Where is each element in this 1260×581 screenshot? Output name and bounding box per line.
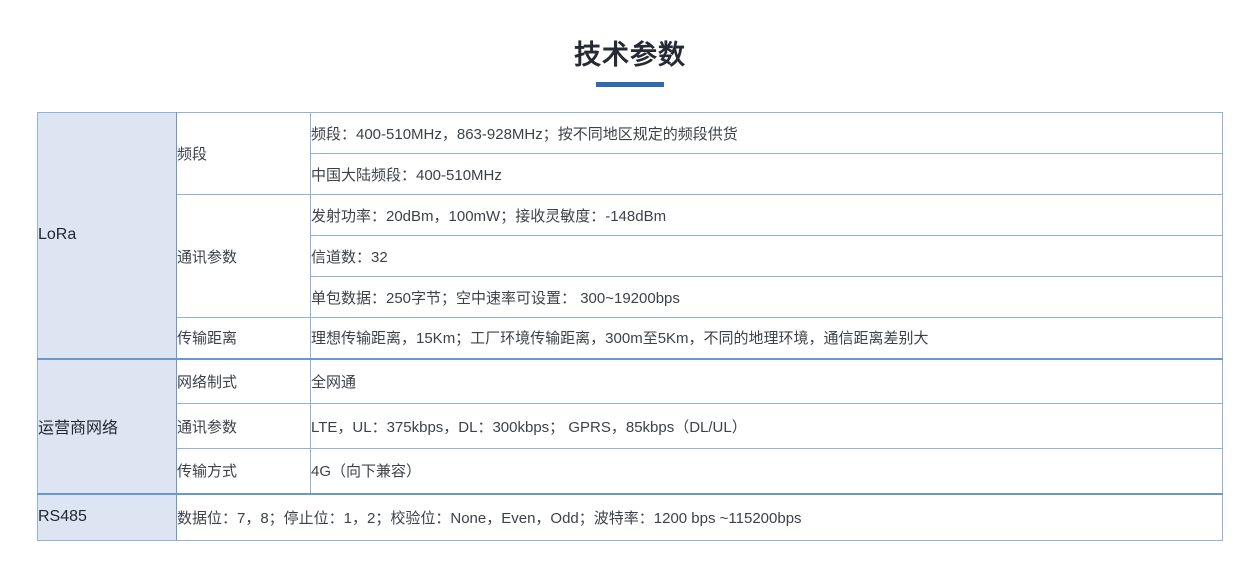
value-lte-speeds: LTE，UL：375kbps，DL：300kbps； GPRS，85kbps（D… (310, 403, 1223, 449)
table-row: RS485 数据位：7，8；停止位：1，2；校验位：None，Even，Odd；… (37, 492, 1223, 541)
title-block: 技术参数 (0, 40, 1260, 87)
value-distance: 理想传输距离，15Km；工厂环境传输距离，300m至5Km，不同的地理环境，通信… (310, 317, 1223, 359)
table-row: 传输距离 理想传输距离，15Km；工厂环境传输距离，300m至5Km，不同的地理… (38, 317, 1223, 359)
spec-table-wrap: LoRa 频段 频段：400-510MHz，863-928MHz；按不同地区规定… (37, 112, 1223, 541)
section-label-carrier-network: 运营商网络 (37, 357, 177, 494)
table-row: 通讯参数 LTE，UL：375kbps，DL：300kbps； GPRS，85k… (38, 403, 1223, 449)
value-4g: 4G（向下兼容） (310, 448, 1223, 494)
value-channels: 信道数：32 (310, 235, 1223, 277)
page-title: 技术参数 (574, 40, 686, 70)
table-row: 中国大陆频段：400-510MHz (38, 153, 1223, 195)
value-band-global: 频段：400-510MHz，863-928MHz；按不同地区规定的频段供货 (310, 112, 1223, 154)
value-tx-power: 发射功率：20dBm，100mW；接收灵敏度：-148dBm (310, 194, 1223, 236)
value-rs485-params: 数据位：7，8；停止位：1，2；校验位：None，Even，Odd；波特率：12… (176, 492, 1223, 541)
table-row: 传输方式 4G（向下兼容） (38, 448, 1223, 494)
param-label-transfer-mode: 传输方式 (176, 448, 311, 494)
table-row: LoRa 频段 频段：400-510MHz，863-928MHz；按不同地区规定… (37, 112, 1223, 359)
param-label-comm-params-wan: 通讯参数 (176, 403, 311, 449)
value-network-mode: 全网通 (310, 357, 1223, 404)
table-row: 运营商网络 网络制式 全网通 (37, 357, 1223, 494)
param-label-distance: 传输距离 (176, 317, 311, 359)
value-packet-rate: 单包数据：250字节；空中速率可设置： 300~19200bps (310, 276, 1223, 318)
table-row: 信道数：32 (38, 235, 1223, 277)
value-band-china: 中国大陆频段：400-510MHz (310, 153, 1223, 195)
param-label-comm-params-lora: 通讯参数 (176, 194, 311, 318)
section-label-rs485: RS485 (37, 492, 177, 541)
param-label-network-mode: 网络制式 (176, 357, 311, 404)
spec-table: LoRa 频段 频段：400-510MHz，863-928MHz；按不同地区规定… (37, 112, 1223, 541)
section-label-lora: LoRa (37, 112, 177, 359)
title-underline-accent (596, 82, 664, 87)
table-row: 通讯参数 发射功率：20dBm，100mW；接收灵敏度：-148dBm (38, 194, 1223, 318)
param-label-band: 频段 (176, 112, 311, 195)
